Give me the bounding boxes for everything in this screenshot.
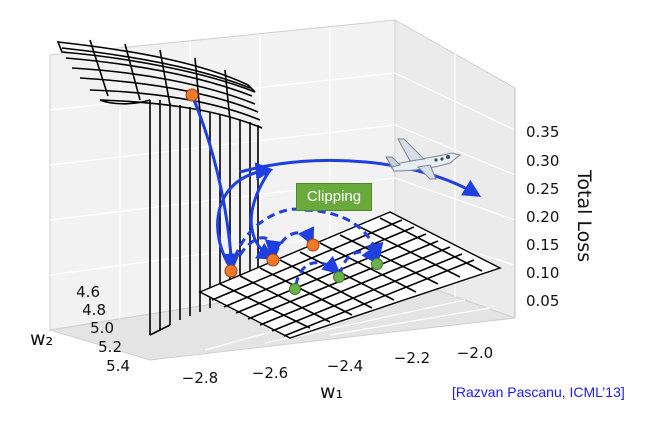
x-tick-label: −2.0 <box>457 344 493 362</box>
x-axis-label: w₁ <box>320 381 343 403</box>
z-tick-label: 0.25 <box>526 180 559 198</box>
y-tick-label: 5.0 <box>90 319 114 337</box>
x-tick-label: −2.2 <box>394 349 430 367</box>
z-axis-label: Total Loss <box>573 169 595 262</box>
x-tick-label: −2.8 <box>182 369 218 387</box>
y-tick-label: 4.6 <box>76 283 100 301</box>
x-tick-label: −2.4 <box>327 357 363 375</box>
x-tick-label: −2.6 <box>252 364 288 382</box>
citation: [Razvan Pascanu, ICML’13] <box>452 384 625 400</box>
unclipped-points <box>185 88 320 278</box>
path-segment <box>338 245 380 276</box>
path-segment <box>294 255 341 286</box>
clipped-point <box>371 258 383 270</box>
clipped-trajectory <box>230 207 384 286</box>
z-tick-label: 0.35 <box>526 123 559 141</box>
path-segment <box>273 226 315 256</box>
y-tick-label: 5.4 <box>106 357 130 375</box>
y-axis: 4.6 4.8 5.0 5.2 5.4 w₂ <box>30 283 130 375</box>
z-tick-label: 0.05 <box>526 292 559 310</box>
path-segment <box>239 158 482 197</box>
z-axis: 0.35 0.30 0.25 0.20 0.15 0.10 0.05 Total… <box>514 88 595 318</box>
z-tick-label: 0.30 <box>526 152 559 170</box>
z-tick-label: 0.15 <box>526 236 559 254</box>
unclipped-point <box>266 253 280 267</box>
unclipped-point <box>306 238 320 252</box>
clipped-point <box>289 283 301 295</box>
clipped-point <box>333 271 345 283</box>
path-segment <box>238 236 283 259</box>
unclipped-point <box>185 88 199 102</box>
path-segment <box>230 207 384 271</box>
y-tick-label: 4.8 <box>82 301 106 319</box>
clipping-label: Clipping <box>296 183 372 211</box>
unclipped-point <box>224 264 238 278</box>
z-tick-label: 0.20 <box>526 208 559 226</box>
loss-surface <box>56 39 502 339</box>
x-axis: −2.8 −2.6 −2.4 −2.2 −2.0 w₁ <box>182 344 493 403</box>
y-tick-label: 5.2 <box>98 338 122 356</box>
path-segment <box>216 162 274 271</box>
y-axis-label: w₂ <box>30 328 53 350</box>
clipped-points <box>289 258 383 295</box>
airplane-icon <box>385 138 462 180</box>
z-tick-label: 0.10 <box>526 264 559 282</box>
unclipped-trajectory <box>190 94 482 272</box>
path-segment <box>190 94 240 272</box>
